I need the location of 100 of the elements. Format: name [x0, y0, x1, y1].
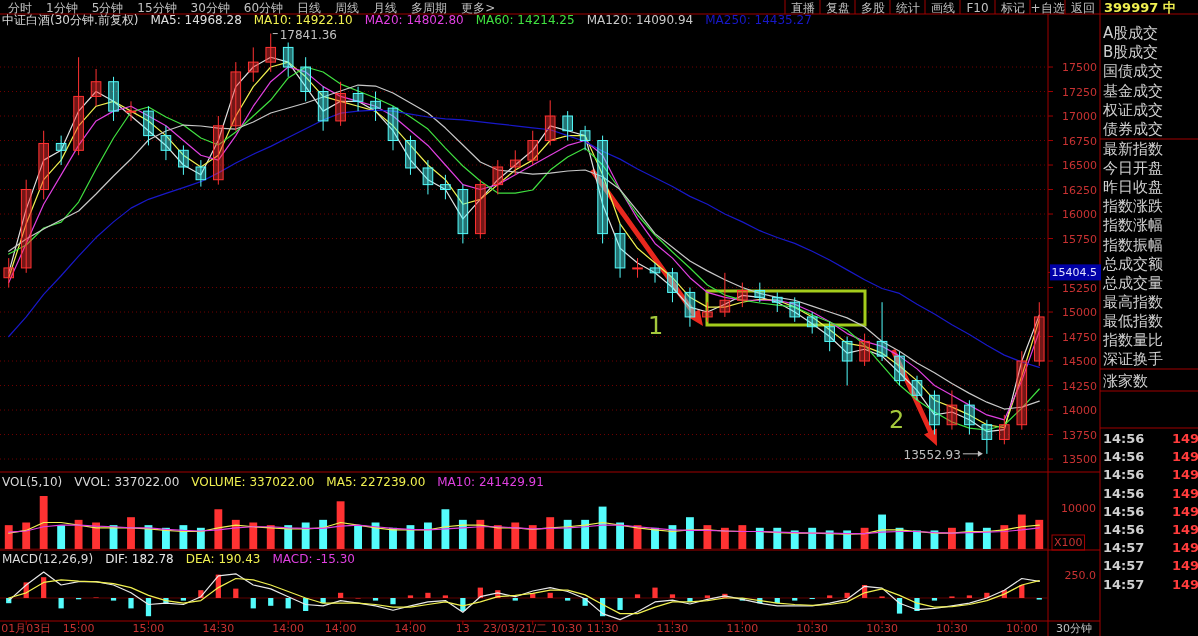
- text: MA5: 14968.28: [150, 13, 242, 27]
- text: 149: [1172, 576, 1198, 592]
- text: MA10: 14922.10: [253, 13, 353, 27]
- series-label: DEA: 190.43: [185, 552, 261, 566]
- text: 深证换手: [1103, 350, 1163, 369]
- text: 14:56: [1103, 467, 1145, 483]
- x-tick-label: 13: [455, 622, 470, 635]
- annotation: 月线: [373, 1, 398, 15]
- x-tick-label: 11:00: [726, 622, 759, 635]
- annotation: 1: [648, 312, 664, 340]
- text: 14:56: [1103, 522, 1145, 537]
- text: 总成交额: [1102, 254, 1163, 273]
- y-tick-label: 16250: [1062, 183, 1097, 197]
- text: 总成交量: [1102, 273, 1163, 292]
- text: 14:57: [1103, 576, 1145, 592]
- x-tick-label: 11:30: [656, 622, 689, 635]
- annotation: 标记: [999, 1, 1025, 15]
- text: 399997 中: [1104, 0, 1176, 15]
- text: 149: [1172, 485, 1198, 501]
- y-tick-label: 16750: [1062, 134, 1097, 148]
- text: 10000: [1061, 502, 1096, 515]
- text: A股成交: [1103, 24, 1159, 42]
- y-tick-label: 15250: [1062, 281, 1097, 295]
- annotation: 周线: [335, 1, 360, 15]
- y-tick-label: 14000: [1062, 404, 1097, 418]
- text: 149: [1172, 558, 1198, 574]
- text: 14:56: [1103, 485, 1145, 501]
- text: 149: [1172, 449, 1198, 465]
- text: VOLUME: 337022.00: [191, 475, 315, 489]
- text: 149: [1172, 540, 1198, 556]
- text: 国债成交: [1103, 62, 1163, 81]
- text: 14:56: [1103, 449, 1145, 465]
- annotation: F10: [966, 1, 989, 15]
- annotation: 60分钟: [243, 1, 284, 15]
- text: MA10: 241429.91: [437, 475, 544, 489]
- y-tick-label: 16000: [1062, 208, 1097, 222]
- annotation: 分时: [8, 1, 32, 15]
- text: 149: [1172, 467, 1198, 483]
- annotation: 统计: [895, 1, 920, 15]
- text: 14:56: [1103, 431, 1145, 446]
- annotation: 多股: [860, 1, 885, 15]
- y-tick-label: 15750: [1062, 232, 1097, 246]
- text: 指数量比: [1102, 331, 1163, 349]
- text: MA60: 14214.25: [475, 13, 575, 27]
- text: MACD: -15.30: [272, 552, 355, 566]
- text: 149: [1172, 431, 1198, 446]
- annotation: 复盘: [825, 1, 850, 15]
- chart-title: MACD(12,26,9): [2, 552, 94, 566]
- x-tick-label: 10:00: [1005, 622, 1038, 635]
- text: 最新指数: [1103, 140, 1163, 158]
- x-tick-label: 14:00: [324, 622, 357, 635]
- x-tick-label: 10:30: [936, 622, 968, 635]
- y-tick-label: 16500: [1062, 159, 1097, 173]
- y-tick-label: 17500: [1062, 61, 1097, 75]
- text: 今日开盘: [1103, 159, 1163, 178]
- chart-title: VOL(5,10): [2, 475, 63, 489]
- text: 149: [1172, 522, 1198, 537]
- x-tick-label: 14:00: [272, 622, 305, 635]
- x-tick-label: 15:00: [62, 622, 95, 635]
- x-tick-label: 10:30: [866, 622, 898, 635]
- text: VVOL: 337022.00: [74, 475, 180, 489]
- y-tick-label: 13750: [1062, 428, 1097, 442]
- text: 返回: [1070, 1, 1095, 15]
- text: 149: [1172, 503, 1198, 519]
- text: MA20: 14802.80: [364, 13, 464, 27]
- annotation: 直播: [790, 1, 815, 15]
- y-tick-label: 13500: [1062, 453, 1097, 467]
- annotation: 17841.36: [279, 27, 337, 42]
- x-tick-label: 10:30: [796, 622, 829, 635]
- text: 14:57: [1103, 540, 1145, 556]
- text: 最低指数: [1103, 311, 1163, 330]
- annotation: 更多>: [461, 1, 496, 15]
- annotation: 30分钟: [190, 1, 230, 15]
- x-tick-label: 15:00: [132, 622, 165, 635]
- text: MA250: 14435.27: [705, 13, 812, 27]
- text: X100: [1054, 536, 1083, 549]
- text: 指数涨幅: [1102, 216, 1163, 235]
- chart-title: 中证白酒(30分钟.前复权): [2, 13, 139, 27]
- text: 指数涨跌: [1102, 197, 1163, 216]
- series-label: DIF: 182.78: [105, 552, 174, 566]
- annotation: 1分钟: [46, 1, 78, 15]
- annotation: 画线: [930, 1, 955, 15]
- y-tick-label: 14250: [1062, 379, 1097, 393]
- text: 债券成交: [1103, 120, 1163, 138]
- text: 最高指数: [1103, 292, 1163, 311]
- annotation: +自选: [1030, 1, 1065, 15]
- x-tick-label: 23/03/21/二 10:30: [483, 622, 583, 635]
- annotation: 多周期: [411, 1, 448, 15]
- y-tick-label: 17250: [1062, 85, 1097, 99]
- annotation: 5分钟: [91, 1, 124, 15]
- text: B股成交: [1103, 43, 1159, 62]
- annotation: 2: [889, 406, 905, 434]
- x-tick-label: 14:00: [394, 622, 427, 635]
- y-tick-label: 14500: [1062, 355, 1097, 369]
- x-tick-label: 14:30: [202, 622, 235, 635]
- y-tick-label: 15000: [1062, 306, 1097, 320]
- text: 权证成交: [1102, 100, 1163, 119]
- y-tick-label: 17000: [1062, 110, 1097, 124]
- text: 昨日收盘: [1103, 178, 1163, 197]
- y-tick-label: 14750: [1062, 330, 1097, 344]
